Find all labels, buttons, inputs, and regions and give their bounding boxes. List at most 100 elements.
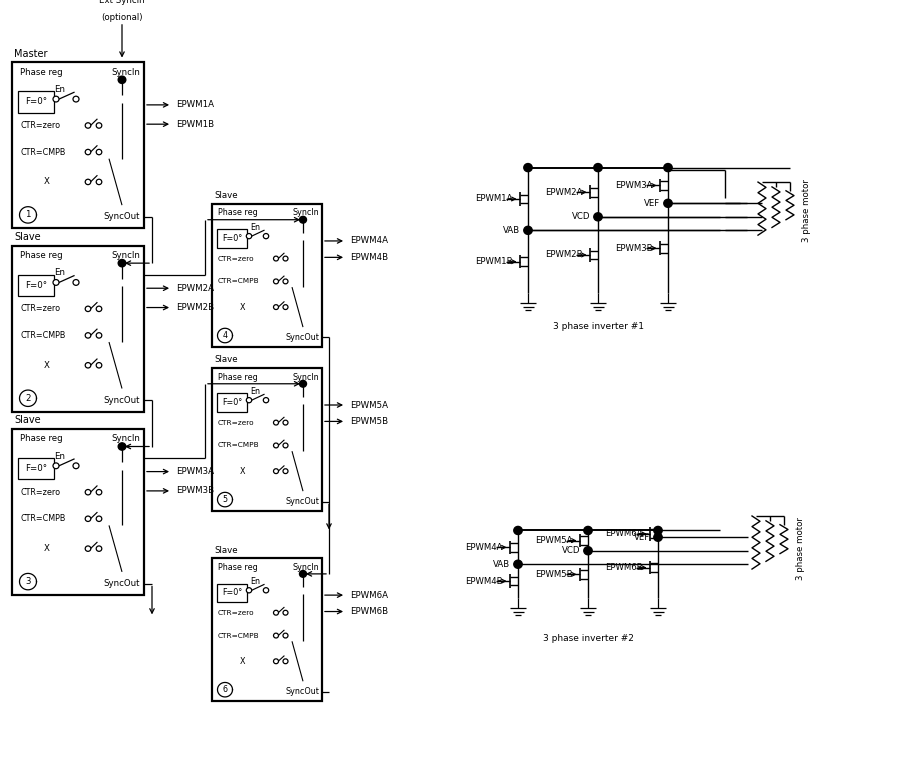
Text: SyncIn: SyncIn [292, 562, 319, 571]
Bar [212, 368, 322, 511]
Text: EPWM6A: EPWM6A [605, 529, 643, 539]
Circle shape [300, 380, 307, 387]
Bar [18, 92, 54, 112]
Text: SyncOut: SyncOut [285, 333, 319, 342]
Circle shape [653, 533, 662, 541]
Circle shape [263, 234, 269, 238]
Circle shape [96, 363, 101, 368]
Circle shape [283, 610, 288, 615]
Text: EPWM1B: EPWM1B [176, 120, 214, 128]
Circle shape [85, 332, 90, 338]
Text: Phase reg: Phase reg [20, 434, 62, 443]
Text: 3: 3 [25, 577, 31, 586]
Text: 5: 5 [223, 495, 227, 504]
Circle shape [273, 443, 279, 448]
Text: SyncOut: SyncOut [103, 396, 140, 405]
Text: EPWM3B: EPWM3B [615, 244, 653, 253]
Bar [12, 429, 144, 595]
Text: EPWM5B: EPWM5B [350, 417, 388, 426]
Circle shape [514, 526, 522, 535]
Text: Slave: Slave [214, 192, 238, 200]
Text: EPWM6A: EPWM6A [350, 591, 388, 600]
Text: 3 phase motor: 3 phase motor [796, 517, 805, 580]
Text: X: X [44, 544, 50, 553]
Text: X: X [240, 303, 245, 312]
Text: VAB: VAB [503, 226, 520, 235]
Circle shape [96, 546, 101, 552]
Text: SyncIn: SyncIn [292, 209, 319, 218]
Bar [12, 246, 144, 412]
Circle shape [53, 280, 59, 285]
Text: (optional): (optional) [101, 13, 143, 22]
Circle shape [663, 199, 672, 207]
Circle shape [73, 96, 79, 102]
Text: F=0°: F=0° [25, 98, 47, 106]
Text: CTR=zero: CTR=zero [218, 610, 254, 616]
Text: EPWM5B: EPWM5B [535, 570, 573, 579]
Text: Slave: Slave [14, 232, 41, 242]
Text: EPWM3B: EPWM3B [176, 487, 214, 495]
Circle shape [584, 526, 592, 535]
Circle shape [246, 588, 252, 593]
Circle shape [524, 163, 532, 172]
Circle shape [300, 571, 307, 578]
Circle shape [283, 443, 288, 448]
Circle shape [246, 397, 252, 403]
Circle shape [273, 305, 279, 309]
Bar [12, 63, 144, 228]
Bar [217, 393, 247, 412]
Circle shape [283, 420, 288, 425]
Text: Phase reg: Phase reg [218, 209, 258, 218]
Bar [212, 204, 322, 347]
Text: SyncOut: SyncOut [285, 497, 319, 506]
Text: CTR=CMPB: CTR=CMPB [218, 278, 260, 284]
Text: EPWM2B: EPWM2B [176, 303, 214, 312]
Circle shape [273, 420, 279, 425]
Text: CTR=CMPB: CTR=CMPB [20, 331, 65, 340]
Text: EPWM2B: EPWM2B [545, 251, 583, 260]
Bar [217, 584, 247, 602]
Text: En: En [54, 452, 65, 461]
Circle shape [73, 280, 79, 285]
Circle shape [263, 397, 269, 403]
Text: En: En [250, 223, 260, 232]
Text: EPWM3A: EPWM3A [615, 181, 653, 190]
Text: VCD: VCD [571, 212, 590, 222]
Circle shape [594, 212, 602, 221]
Text: SyncIn: SyncIn [111, 251, 140, 260]
Text: VAB: VAB [493, 560, 510, 568]
Text: EPWM1A: EPWM1A [475, 195, 512, 203]
Circle shape [119, 260, 126, 267]
Text: F=0°: F=0° [222, 588, 243, 597]
Text: Slave: Slave [14, 416, 41, 426]
Text: CTR=zero: CTR=zero [218, 419, 254, 426]
Circle shape [119, 76, 126, 83]
Text: CTR=CMPB: CTR=CMPB [218, 442, 260, 448]
Circle shape [263, 588, 269, 593]
Text: 6: 6 [223, 685, 227, 694]
Circle shape [283, 279, 288, 283]
Circle shape [85, 123, 90, 128]
Circle shape [96, 516, 101, 522]
Circle shape [283, 659, 288, 664]
Circle shape [119, 443, 126, 450]
Bar [18, 275, 54, 296]
Text: X: X [44, 361, 50, 370]
Circle shape [283, 469, 288, 474]
Circle shape [85, 149, 90, 155]
Circle shape [73, 463, 79, 468]
Text: Ext SyncIn: Ext SyncIn [100, 0, 145, 5]
Text: SyncOut: SyncOut [103, 579, 140, 588]
Text: En: En [54, 268, 65, 277]
Text: CTR=CMPB: CTR=CMPB [218, 633, 260, 639]
Text: 1: 1 [25, 210, 31, 219]
Circle shape [85, 306, 90, 312]
Text: SyncOut: SyncOut [103, 212, 140, 222]
Text: 2: 2 [25, 393, 31, 403]
Text: EPWM6B: EPWM6B [605, 563, 643, 572]
Text: SyncIn: SyncIn [111, 67, 140, 76]
Text: Phase reg: Phase reg [218, 373, 258, 381]
Text: EPWM2A: EPWM2A [545, 188, 583, 196]
Text: SyncIn: SyncIn [111, 434, 140, 443]
Text: SyncIn: SyncIn [292, 373, 319, 381]
